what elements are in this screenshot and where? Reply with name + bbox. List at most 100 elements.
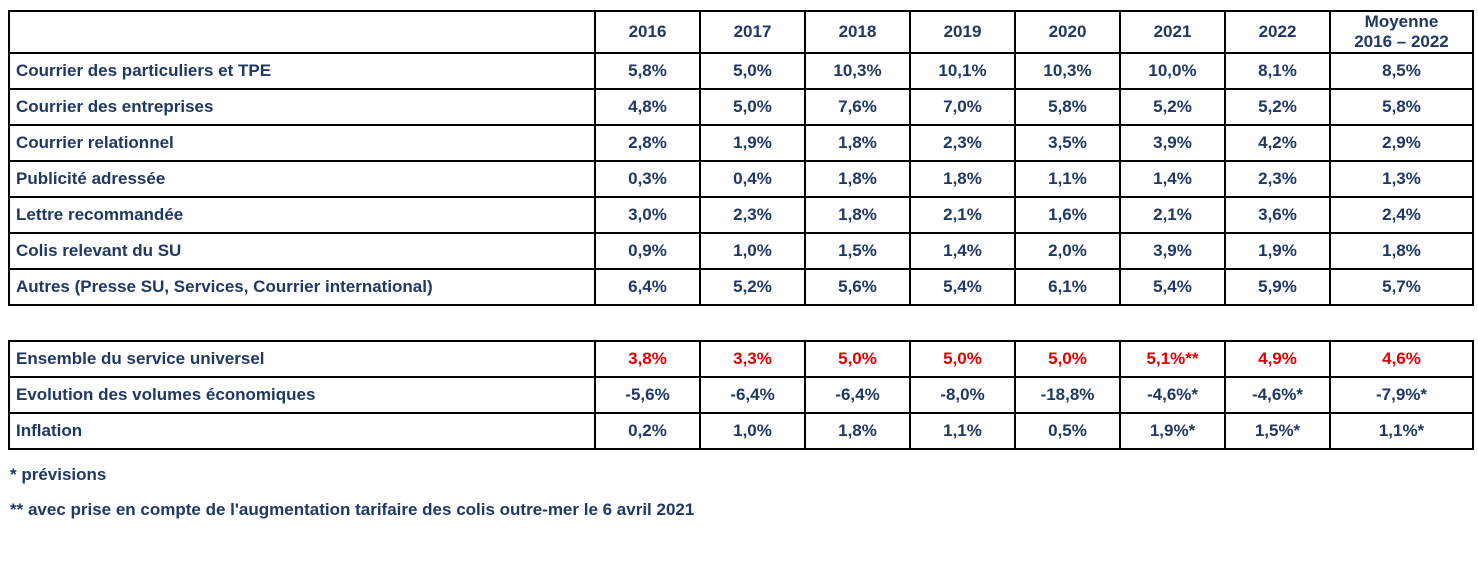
row-label: Courrier des entreprises bbox=[8, 88, 596, 126]
value-cell: 8,5% bbox=[1329, 52, 1474, 90]
value-cell: 8,1% bbox=[1224, 52, 1331, 90]
value-cell: 1,0% bbox=[699, 412, 806, 450]
value-cell: 0,5% bbox=[1014, 412, 1121, 450]
value-cell: 2,3% bbox=[1224, 160, 1331, 198]
value-cell: 10,0% bbox=[1119, 52, 1226, 90]
value-cell: -4,6%* bbox=[1224, 376, 1331, 414]
value-cell: 2,3% bbox=[909, 124, 1016, 162]
average-header: Moyenne 2016 – 2022 bbox=[1329, 10, 1474, 54]
value-cell: 5,8% bbox=[1014, 88, 1121, 126]
value-cell: -4,6%* bbox=[1119, 376, 1226, 414]
value-cell: 1,8% bbox=[804, 124, 911, 162]
row-label: Ensemble du service universel bbox=[8, 340, 596, 378]
value-cell: 1,1%* bbox=[1329, 412, 1474, 450]
year-header: 2021 bbox=[1119, 10, 1226, 54]
value-cell: 1,6% bbox=[1014, 196, 1121, 234]
value-cell: 5,0% bbox=[699, 88, 806, 126]
value-cell: 6,4% bbox=[594, 268, 701, 306]
row-label: Courrier des particuliers et TPE bbox=[8, 52, 596, 90]
value-cell: 0,2% bbox=[594, 412, 701, 450]
table-row: Evolution des volumes économiques -5,6% … bbox=[8, 376, 1474, 414]
value-cell: 1,8% bbox=[804, 196, 911, 234]
value-cell: 2,0% bbox=[1014, 232, 1121, 270]
value-cell: 4,6% bbox=[1329, 340, 1474, 378]
value-cell: 1,4% bbox=[1119, 160, 1226, 198]
year-header: 2016 bbox=[594, 10, 701, 54]
value-cell: 2,1% bbox=[909, 196, 1016, 234]
row-label: Publicité adressée bbox=[8, 160, 596, 198]
value-cell: 1,9% bbox=[1224, 232, 1331, 270]
value-cell: 5,9% bbox=[1224, 268, 1331, 306]
year-header: 2020 bbox=[1014, 10, 1121, 54]
header-blank-cell bbox=[8, 10, 596, 54]
value-cell: -7,9%* bbox=[1329, 376, 1474, 414]
value-cell: 5,0% bbox=[909, 340, 1016, 378]
table-row: Courrier des particuliers et TPE 5,8% 5,… bbox=[8, 52, 1474, 90]
value-cell: 1,9%* bbox=[1119, 412, 1226, 450]
value-cell: 4,8% bbox=[594, 88, 701, 126]
summary-table: Ensemble du service universel 3,8% 3,3% … bbox=[8, 340, 1474, 450]
average-header-line2: 2016 – 2022 bbox=[1354, 32, 1449, 51]
value-cell: 3,6% bbox=[1224, 196, 1331, 234]
value-cell: 0,3% bbox=[594, 160, 701, 198]
table-row: Courrier relationnel 2,8% 1,9% 1,8% 2,3%… bbox=[8, 124, 1474, 162]
header-row: 2016 2017 2018 2019 2020 2021 2022 Moyen… bbox=[8, 10, 1474, 54]
year-header: 2018 bbox=[804, 10, 911, 54]
value-cell: 3,0% bbox=[594, 196, 701, 234]
average-header-line1: Moyenne bbox=[1364, 12, 1439, 31]
row-label: Inflation bbox=[8, 412, 596, 450]
value-cell: 3,9% bbox=[1119, 124, 1226, 162]
value-cell: 2,9% bbox=[1329, 124, 1474, 162]
value-cell: 1,4% bbox=[909, 232, 1016, 270]
value-cell: 0,9% bbox=[594, 232, 701, 270]
value-cell: 5,7% bbox=[1329, 268, 1474, 306]
value-cell: 2,1% bbox=[1119, 196, 1226, 234]
value-cell: 5,4% bbox=[1119, 268, 1226, 306]
row-label: Evolution des volumes économiques bbox=[8, 376, 596, 414]
value-cell: 1,0% bbox=[699, 232, 806, 270]
value-cell: 5,8% bbox=[594, 52, 701, 90]
value-cell: 3,5% bbox=[1014, 124, 1121, 162]
value-cell: -6,4% bbox=[699, 376, 806, 414]
value-cell: 2,8% bbox=[594, 124, 701, 162]
value-cell: 7,0% bbox=[909, 88, 1016, 126]
table-row: Colis relevant du SU 0,9% 1,0% 1,5% 1,4%… bbox=[8, 232, 1474, 270]
value-cell: 10,3% bbox=[804, 52, 911, 90]
year-header: 2022 bbox=[1224, 10, 1331, 54]
table-row: Autres (Presse SU, Services, Courrier in… bbox=[8, 268, 1474, 306]
footnote-previsions: * prévisions bbox=[10, 465, 107, 484]
value-cell: 5,4% bbox=[909, 268, 1016, 306]
value-cell: 7,6% bbox=[804, 88, 911, 126]
value-cell: 3,9% bbox=[1119, 232, 1226, 270]
value-cell: 1,9% bbox=[699, 124, 806, 162]
value-cell: 5,1%** bbox=[1119, 340, 1226, 378]
value-cell: 4,2% bbox=[1224, 124, 1331, 162]
value-cell: 10,1% bbox=[909, 52, 1016, 90]
value-cell: 10,3% bbox=[1014, 52, 1121, 90]
value-cell: 1,8% bbox=[909, 160, 1016, 198]
value-cell: 0,4% bbox=[699, 160, 806, 198]
table-row: Courrier des entreprises 4,8% 5,0% 7,6% … bbox=[8, 88, 1474, 126]
value-cell: 1,3% bbox=[1329, 160, 1474, 198]
value-cell: 1,5% bbox=[804, 232, 911, 270]
value-cell: 1,5%* bbox=[1224, 412, 1331, 450]
value-cell: 5,8% bbox=[1329, 88, 1474, 126]
value-cell: 1,8% bbox=[1329, 232, 1474, 270]
row-label: Autres (Presse SU, Services, Courrier in… bbox=[8, 268, 596, 306]
row-label: Colis relevant du SU bbox=[8, 232, 596, 270]
table-row: Inflation 0,2% 1,0% 1,8% 1,1% 0,5% 1,9%*… bbox=[8, 412, 1474, 450]
value-cell: 1,1% bbox=[1014, 160, 1121, 198]
value-cell: 5,0% bbox=[804, 340, 911, 378]
value-cell: 1,8% bbox=[804, 412, 911, 450]
price-evolution-table: 2016 2017 2018 2019 2020 2021 2022 Moyen… bbox=[8, 10, 1474, 306]
value-cell: 6,1% bbox=[1014, 268, 1121, 306]
value-cell: 2,3% bbox=[699, 196, 806, 234]
value-cell: 5,0% bbox=[699, 52, 806, 90]
year-header: 2019 bbox=[909, 10, 1016, 54]
value-cell: 5,0% bbox=[1014, 340, 1121, 378]
row-label: Courrier relationnel bbox=[8, 124, 596, 162]
value-cell: 5,6% bbox=[804, 268, 911, 306]
value-cell: 1,1% bbox=[909, 412, 1016, 450]
value-cell: 3,8% bbox=[594, 340, 701, 378]
